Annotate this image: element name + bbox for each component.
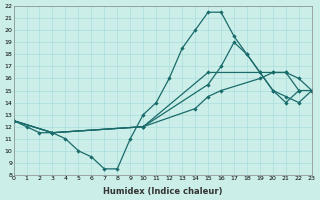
X-axis label: Humidex (Indice chaleur): Humidex (Indice chaleur) (103, 187, 222, 196)
